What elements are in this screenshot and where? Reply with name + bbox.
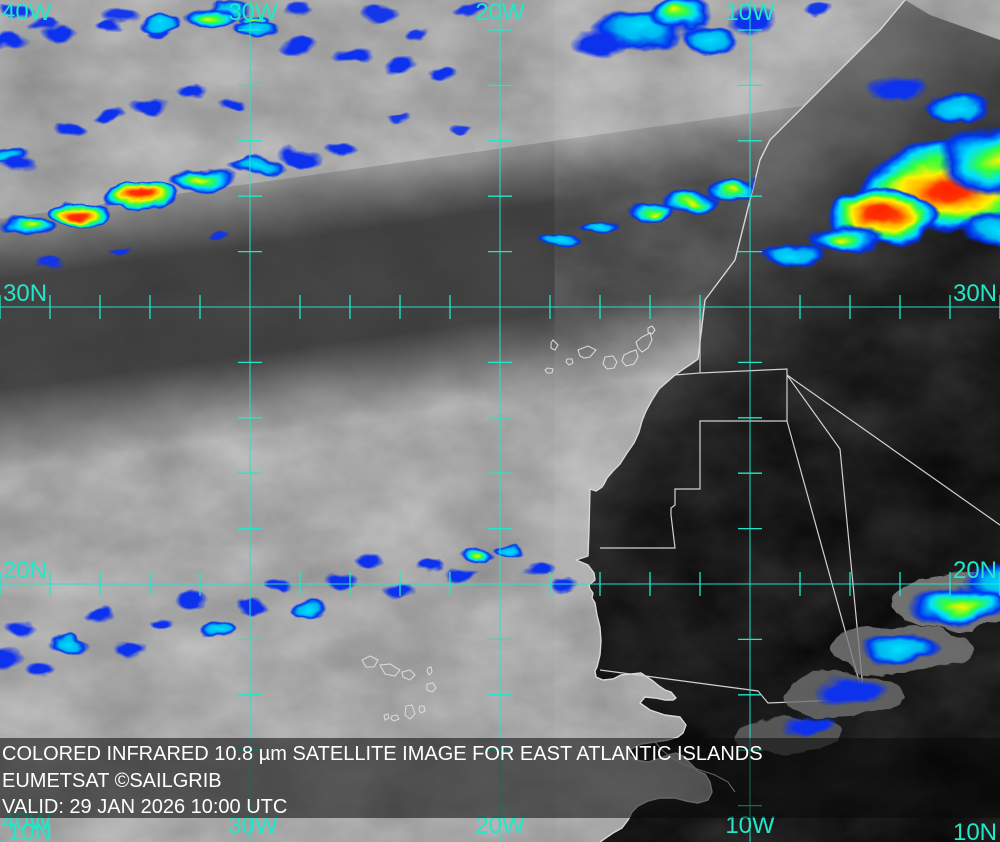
svg-text:EUMETSAT ©SAILGRIB: EUMETSAT ©SAILGRIB xyxy=(2,770,222,792)
svg-text:COLORED INFRARED 10.8 µm SATEL: COLORED INFRARED 10.8 µm SATELLITE IMAGE… xyxy=(2,743,763,765)
svg-text:VALID: 29 JAN 2026 10:00 UTC: VALID: 29 JAN 2026 10:00 UTC xyxy=(2,796,287,818)
